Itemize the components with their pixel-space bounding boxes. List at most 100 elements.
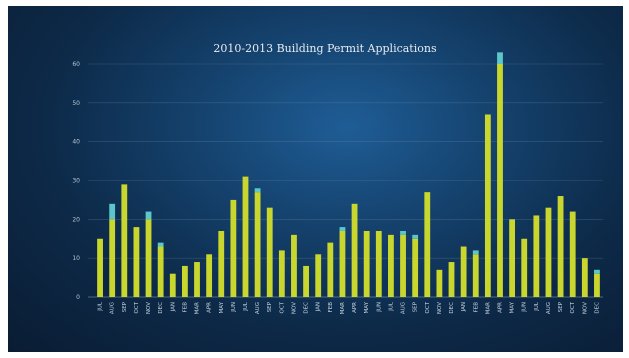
y-tick-label: 50 (72, 100, 80, 107)
bar-segment-secondary (339, 227, 346, 231)
bar-segment-secondary (400, 230, 406, 235)
bar-segment-primary (206, 254, 213, 297)
bar-segment-primary (436, 269, 443, 297)
x-tick-label: MAR (195, 302, 201, 315)
x-tick-label: SEP (267, 301, 273, 312)
x-tick-label: SEP (413, 301, 419, 312)
bar-segment-primary (303, 265, 309, 297)
bar-segment-primary (97, 238, 103, 297)
x-tick-label: AUG (110, 302, 116, 314)
bar-chart: 2010-2013 Building Permit Applications 0… (72, 42, 603, 315)
bar-segment-primary (157, 246, 164, 297)
bar-segment-primary (484, 114, 491, 297)
x-tick-label: DEC (594, 302, 600, 314)
x-tick-label: JUN (522, 302, 528, 313)
bar-segment-primary (375, 230, 382, 297)
bar-segment-primary (133, 227, 140, 297)
bar-segment-primary (594, 273, 600, 297)
bar-segment-primary (351, 203, 358, 297)
x-tick-label: JUL (98, 301, 104, 312)
x-tick-label: OCT (425, 301, 431, 313)
bar-segment-primary (472, 254, 479, 297)
bar-segment-secondary (157, 242, 164, 247)
x-tick-label: OCT (570, 301, 576, 313)
x-tick-label: SEP (558, 301, 564, 312)
x-tick-label: SEP (122, 301, 128, 312)
bar-segment-secondary (109, 203, 116, 220)
x-tick-label: JUL (534, 301, 540, 312)
bar-segment-primary (569, 211, 576, 297)
y-tick-label: 30 (72, 178, 80, 185)
bar-segment-primary (194, 262, 200, 297)
bar-segment-primary (581, 258, 588, 297)
y-tick-label: 0 (76, 294, 80, 301)
x-tick-label: NOV (291, 302, 297, 314)
bar-segment-primary (388, 234, 394, 297)
bar-segment-primary (315, 254, 322, 297)
bar-segment-secondary (472, 250, 479, 255)
x-tick-label: JAN (461, 302, 467, 312)
x-tick-label: JUN (231, 302, 237, 313)
x-tick-label: NOV (582, 302, 588, 314)
bar-segment-secondary (145, 211, 152, 220)
bar-segment-primary (497, 64, 503, 297)
bar-segment-secondary (254, 188, 261, 193)
bar-segment-primary (242, 176, 249, 297)
x-tick-label: APR (352, 302, 358, 313)
bar-segment-secondary (497, 52, 503, 64)
x-tick-label: MAR (340, 302, 346, 315)
chart-title: 2010-2013 Building Permit Applications (213, 42, 437, 55)
bar-segment-primary (363, 230, 370, 297)
bar-segment-primary (339, 230, 346, 297)
x-tick-label: AUG (255, 302, 261, 314)
bar-segment-primary (254, 192, 261, 297)
x-tick-label: FEB (473, 302, 479, 313)
x-tick-label: JAN (170, 302, 176, 312)
y-tick-label: 20 (72, 216, 80, 223)
bar-segment-primary (400, 234, 406, 297)
x-tick-label: AUG (401, 302, 407, 314)
x-tick-label: OCT (279, 301, 285, 313)
bar-segment-primary (266, 207, 273, 297)
x-tick-label: JUL (388, 301, 394, 312)
x-tick-label: DEC (449, 302, 455, 314)
x-tick-label: OCT (134, 301, 140, 313)
x-tick-label: FEB (182, 302, 188, 313)
x-tick-label: NOV (437, 302, 443, 314)
x-tick-label: DEC (158, 302, 164, 314)
bar-segment-primary (121, 184, 128, 297)
y-tick-label: 60 (72, 61, 80, 68)
x-tick-label: MAY (219, 301, 225, 313)
bar-segment-primary (327, 242, 334, 297)
x-tick-label: JAN (316, 302, 322, 312)
bar-segment-secondary (412, 234, 419, 239)
bar-segment-primary (509, 219, 516, 297)
bar-segment-primary (291, 234, 297, 297)
x-tick-label: FEB (328, 302, 334, 313)
x-tick-label: JUN (376, 302, 382, 313)
chart-slide: 2010-2013 Building Permit Applications 0… (8, 6, 623, 352)
x-tick-label: APR (207, 302, 213, 313)
bar-segment-primary (521, 238, 528, 297)
x-tick-label: DEC (304, 302, 310, 314)
bar-segment-primary (169, 273, 176, 297)
bar-segment-primary (181, 265, 188, 297)
x-tick-label: NOV (146, 302, 152, 314)
x-tick-label: AUG (546, 302, 552, 314)
bar-segment-primary (533, 215, 540, 297)
bar-segment-primary (557, 196, 564, 297)
bar-segment-primary (109, 219, 116, 297)
bar-segment-primary (145, 219, 152, 297)
bar-segment-primary (448, 262, 455, 297)
bar-segment-primary (460, 246, 467, 297)
x-tick-label: JUL (243, 301, 249, 312)
bar-segment-primary (412, 238, 419, 297)
bar-segment-primary (278, 250, 285, 297)
bar-segment-primary (230, 199, 237, 297)
x-tick-label: MAY (364, 301, 370, 313)
x-tick-label: APR (497, 302, 503, 313)
bar-segment-primary (218, 230, 225, 297)
bar-segment-primary (545, 207, 552, 297)
bar-segment-primary (424, 192, 431, 297)
y-tick-label: 10 (72, 255, 80, 262)
